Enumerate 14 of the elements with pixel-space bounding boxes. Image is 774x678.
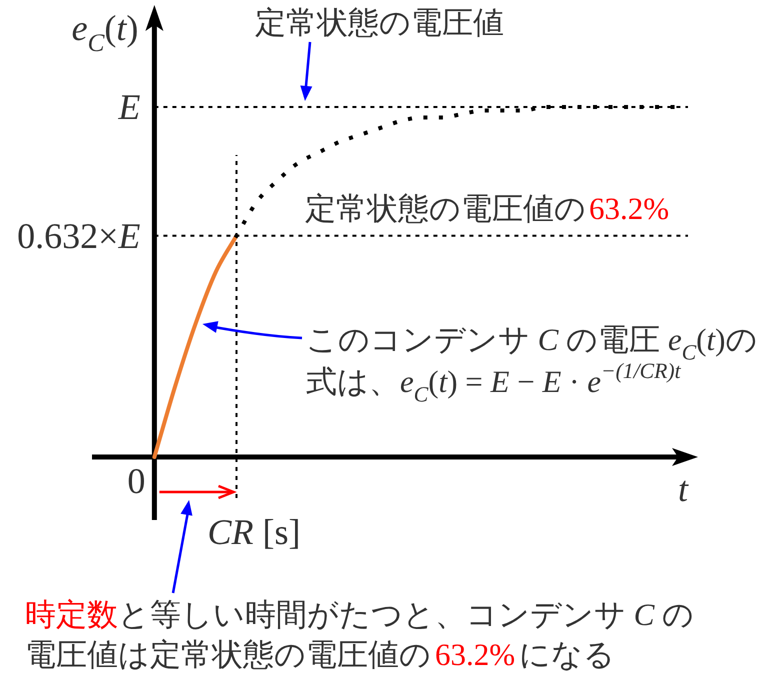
annotation: 定常状態の電圧値の: [305, 191, 586, 226]
annotation: 63.2%: [589, 191, 670, 226]
text: になる: [519, 637, 616, 672]
text: 電圧値は定常状態の電圧値の: [25, 637, 431, 672]
text: 時定数: [25, 597, 118, 632]
series-label: 0.632×E: [17, 216, 140, 256]
y-axis-title: e$_{C}$(t): [72, 8, 138, 57]
x-axis-title: t: [678, 469, 689, 509]
text: 定常状態の電圧値: [255, 5, 504, 40]
text: 63.2%: [435, 637, 516, 672]
text: と等しい時間がたつと、コンデンサ C の: [118, 597, 694, 632]
series-label: E: [117, 87, 140, 127]
text: CR [s]: [207, 512, 301, 552]
text: 0: [127, 461, 146, 501]
